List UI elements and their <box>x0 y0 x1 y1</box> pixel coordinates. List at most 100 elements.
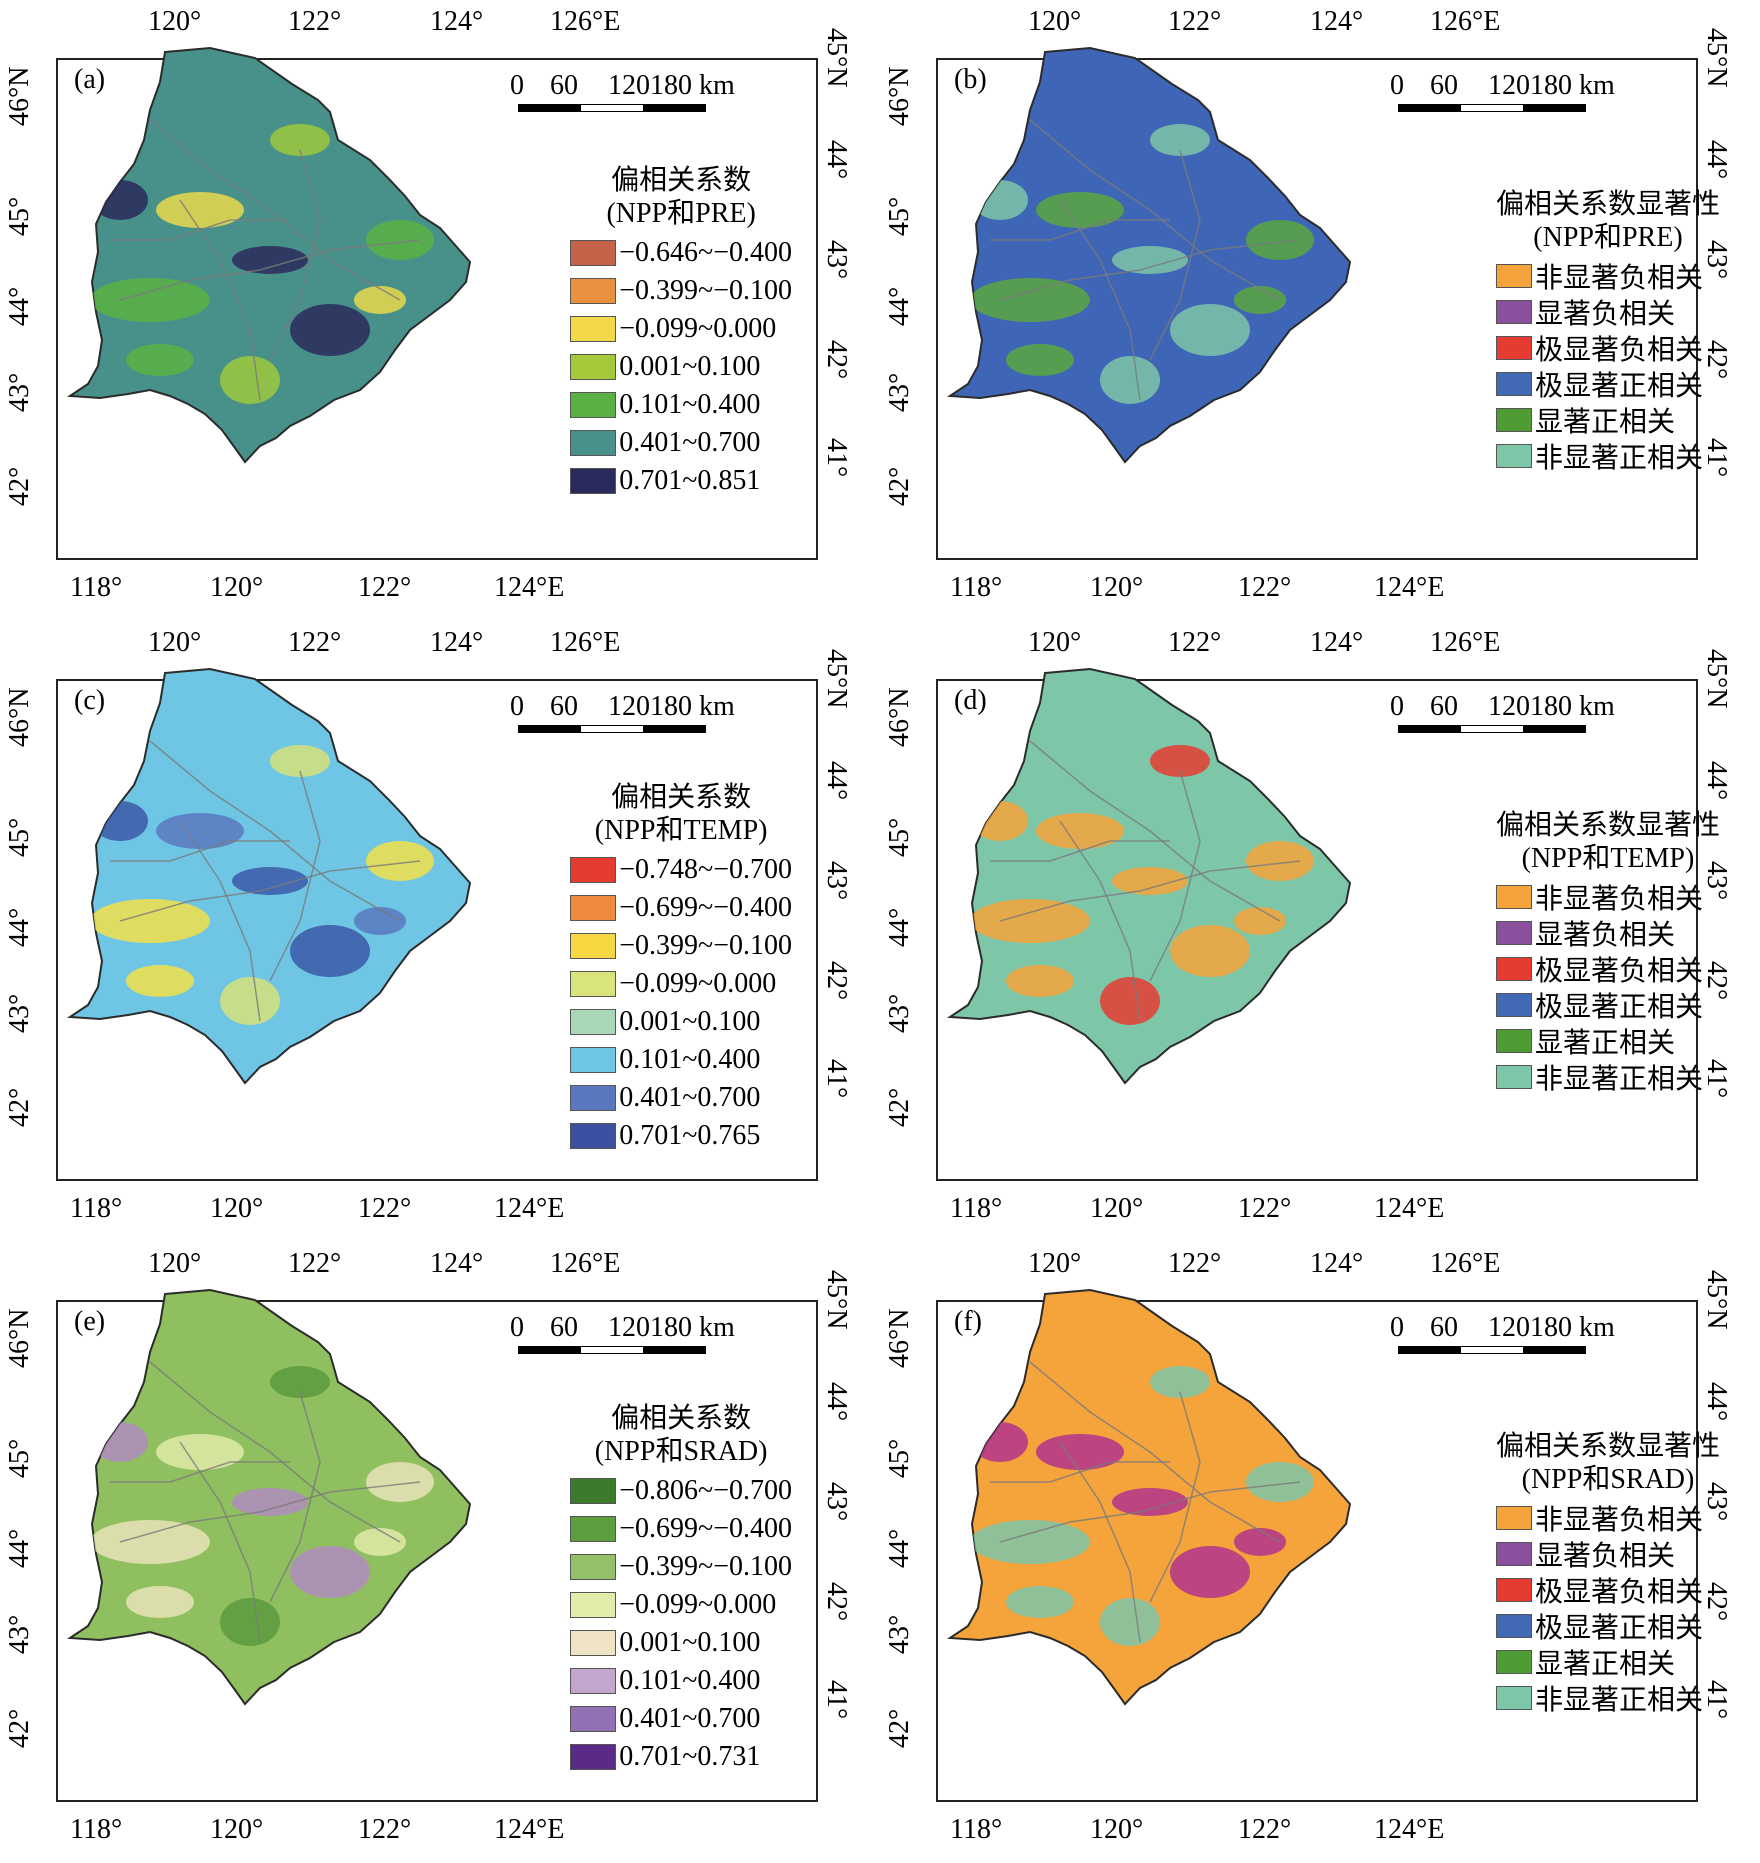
left-lat-tick: 44° <box>4 1528 35 1568</box>
top-lon-tick: 124° <box>1310 1248 1364 1279</box>
legend-title: 偏相关系数显著性 <box>1495 810 1720 841</box>
river-line <box>110 219 290 241</box>
legend-swatch <box>570 1516 617 1543</box>
raster-patch <box>1170 925 1250 977</box>
raster-patch <box>354 286 406 314</box>
bottom-lon-tick: 120° <box>210 572 264 603</box>
scale-label: 180 km <box>650 70 735 101</box>
legend-swatch <box>1495 1542 1532 1567</box>
left-lat-tick: 45° <box>884 817 915 857</box>
top-lon-tick: 120° <box>148 1248 202 1279</box>
bottom-lon-tick: 124°E <box>494 1814 565 1845</box>
river-line <box>1149 770 1201 982</box>
scale-label: 60 <box>550 691 578 722</box>
river-line <box>110 1461 290 1483</box>
scale-label: 0 <box>510 691 524 722</box>
legend-swatch <box>570 316 617 343</box>
scale-segment <box>643 726 705 732</box>
top-lon-tick: 122° <box>1168 627 1222 658</box>
legend-swatch <box>570 895 617 922</box>
legend-label: −0.699~−0.400 <box>619 892 792 924</box>
scale-segment <box>1461 726 1523 732</box>
legend-label: 极显著负相关 <box>1534 1577 1703 1609</box>
river-line <box>269 770 321 982</box>
left-lat-tick: 43° <box>4 993 35 1033</box>
legend-subtitle: (NPP和SRAD) <box>594 1436 768 1468</box>
bottom-lon-tick: 124°E <box>494 1193 565 1224</box>
left-lat-tick: 45° <box>884 196 915 236</box>
scale-bar <box>518 1346 706 1354</box>
raster-patch <box>1112 867 1188 895</box>
panel-letter: (a) <box>74 64 106 95</box>
legend-item: 非显著正相关 <box>1495 1059 1720 1095</box>
top-lon-tick: 126°E <box>1430 6 1501 37</box>
legend-label: 非显著负相关 <box>1534 1505 1703 1537</box>
legend-item: 显著负相关 <box>1495 915 1720 951</box>
scale-label: 0 <box>1390 1312 1404 1343</box>
raster-patch <box>232 867 308 895</box>
top-lon-tick: 120° <box>1028 1248 1082 1279</box>
legend-label: 0.701~0.765 <box>619 1120 761 1152</box>
legend-swatch <box>570 430 617 457</box>
map-panel: (f) 120° 122° 124° 126°E 118° 120° 122° 124°E 42°… <box>880 1242 1760 1863</box>
right-lat-tick: 44° <box>821 1382 852 1422</box>
raster-patch <box>1100 977 1160 1025</box>
legend-item: 0.701~0.851 <box>570 462 792 500</box>
left-lat-tick: 43° <box>4 372 35 412</box>
legend-item: −0.646~−0.400 <box>570 234 792 272</box>
right-lat-tick: 42° <box>821 340 852 380</box>
river-line <box>990 1461 1170 1483</box>
legend: 偏相关系数 (NPP和PRE) −0.646~−0.400 −0.399~−0.100… <box>570 164 792 500</box>
legend-label: 极显著正相关 <box>1534 371 1703 403</box>
legend: 偏相关系数 (NPP和TEMP) −0.748~−0.700 −0.699~−0.40… <box>570 781 792 1155</box>
raster-patch <box>90 278 210 322</box>
river-line <box>999 860 1301 922</box>
legend-label: −0.399~−0.100 <box>619 1551 792 1583</box>
scale-segment <box>581 105 643 111</box>
river-line <box>990 219 1170 241</box>
legend-label: 0.401~0.700 <box>619 1082 761 1114</box>
scale-label: 60 <box>1430 70 1458 101</box>
legend-item: −0.699~−0.400 <box>570 1510 792 1548</box>
river-line <box>1029 1361 1281 1543</box>
scale-segment <box>519 105 581 111</box>
raster-patch <box>90 1520 210 1564</box>
legend-swatch <box>1495 957 1532 982</box>
raster-patch <box>1150 745 1210 777</box>
legend: 偏相关系数显著性 (NPP和PRE) 非显著负相关 显著负相关 极显著负相关 极显著正相关… <box>1495 188 1720 474</box>
legend-label: 非显著负相关 <box>1534 263 1703 295</box>
bottom-lon-tick: 118° <box>950 1193 1003 1224</box>
scale-bar <box>518 725 706 733</box>
legend-swatch <box>570 1554 617 1581</box>
map-svg <box>946 667 1352 1085</box>
scale-bar <box>1398 725 1586 733</box>
legend-swatch <box>1495 1065 1532 1090</box>
legend-swatch <box>570 1592 617 1619</box>
legend-item: 0.101~0.400 <box>570 386 792 424</box>
right-lat-tick: 44° <box>821 761 852 801</box>
legend-item: 显著正相关 <box>1495 1023 1720 1059</box>
legend-subtitle: (NPP和PRE) <box>1533 222 1683 254</box>
right-lat-tick: 41° <box>821 1059 852 1099</box>
legend-title: 偏相关系数显著性 <box>1495 189 1720 220</box>
legend-label: 极显著负相关 <box>1534 335 1703 367</box>
top-lon-tick: 126°E <box>1430 1248 1501 1279</box>
right-lat-tick: 45°N <box>1701 28 1732 88</box>
bottom-lon-tick: 120° <box>1090 572 1144 603</box>
raster-patch <box>1150 1366 1210 1398</box>
legend-label: −0.099~0.000 <box>619 313 777 345</box>
bottom-lon-tick: 118° <box>70 1814 123 1845</box>
scale-segment <box>643 105 705 111</box>
top-lon-tick: 124° <box>430 1248 484 1279</box>
legend-swatch <box>1495 1578 1532 1603</box>
map-svg <box>946 46 1352 464</box>
bottom-lon-tick: 122° <box>1238 572 1292 603</box>
scale-label: 120 <box>1488 70 1530 101</box>
scale-label: 0 <box>1390 70 1404 101</box>
legend-label: −0.748~−0.700 <box>619 854 792 886</box>
legend-item: 0.001~0.100 <box>570 1624 792 1662</box>
legend-swatch <box>1495 444 1532 469</box>
scale-segment <box>1523 1347 1585 1353</box>
left-lat-tick: 43° <box>4 1614 35 1654</box>
legend-subtitle: (NPP和TEMP) <box>594 815 768 847</box>
